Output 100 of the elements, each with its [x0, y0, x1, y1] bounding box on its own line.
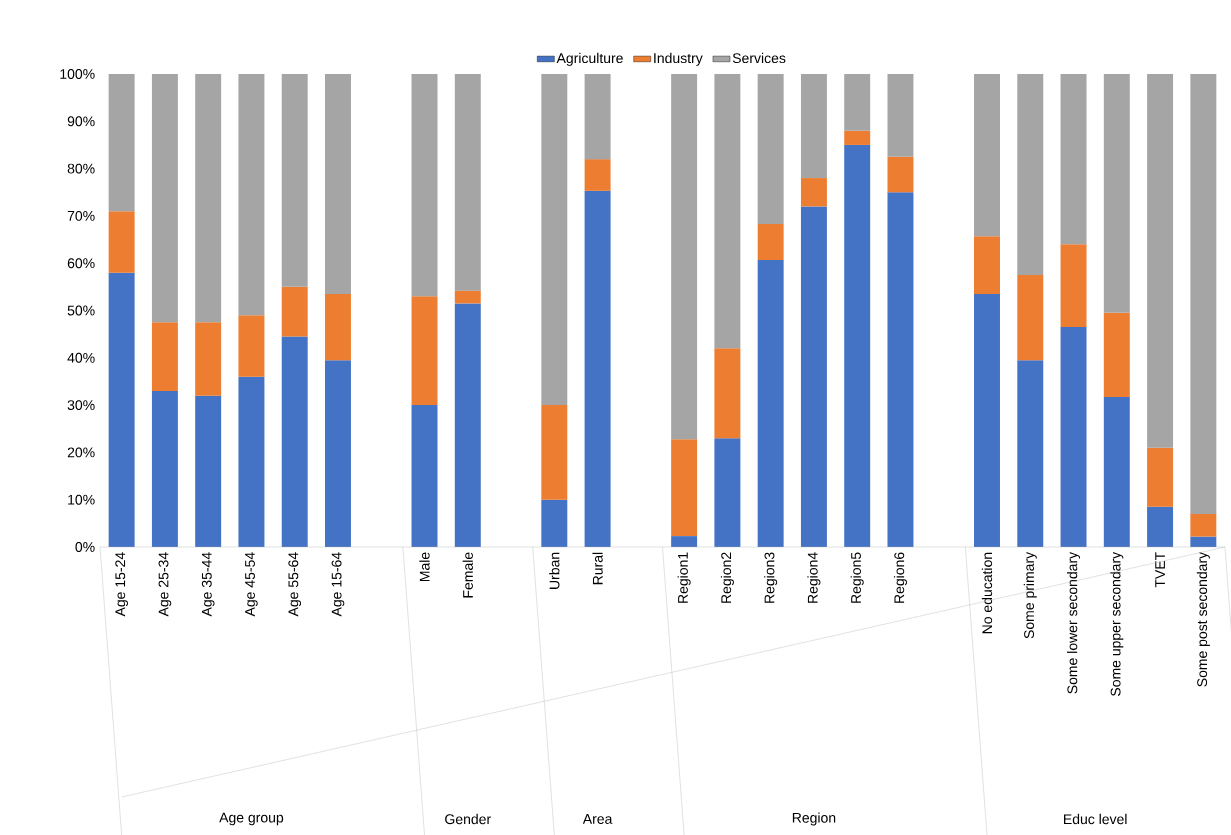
x-tick-label: Some lower secondary: [1067, 551, 1081, 694]
bar: [325, 74, 351, 294]
bar: [281, 74, 308, 287]
x-tick-label: Region1: [677, 552, 691, 603]
x-tick-label: Age 25-34: [158, 552, 172, 617]
bar: [238, 376, 265, 547]
x-tick-label: Some upper secondary: [1110, 551, 1124, 696]
bar: [757, 259, 784, 547]
y-tick-label: 0%: [75, 542, 95, 552]
y-tick-label: 60%: [67, 258, 95, 269]
y-tick-label: 100%: [60, 69, 95, 79]
y-tick-label: 10%: [68, 494, 95, 505]
text: Educ level: [1064, 813, 1127, 825]
bar: [1017, 360, 1044, 547]
bar: [584, 74, 611, 160]
bar: [1017, 275, 1044, 361]
x-tick-label: Region6: [893, 552, 907, 603]
bar: [195, 74, 222, 323]
x-tick-label: Age 15-24: [115, 552, 128, 617]
legend-label: Agriculture: [556, 52, 623, 66]
x-tick-label: Region3: [764, 552, 778, 603]
x-tick-label: Age 45-54: [245, 552, 258, 617]
bar: [757, 223, 784, 260]
bar: [541, 405, 568, 500]
bar: [195, 395, 222, 547]
bar: [454, 290, 481, 304]
bar: [1103, 74, 1130, 313]
bar: [151, 322, 178, 391]
x-tick-label: Some post secondary: [1196, 551, 1210, 687]
text: Age group: [219, 812, 284, 826]
bar: [238, 74, 265, 316]
bar: [974, 74, 1000, 237]
x-tick-label: Age 15-64: [331, 552, 345, 617]
bar: [1103, 312, 1130, 398]
x-tick-label: Rural: [592, 552, 603, 585]
bar: [454, 303, 481, 547]
bar: [1190, 513, 1217, 537]
bar: [800, 178, 827, 207]
bar: [411, 405, 438, 547]
text: Area: [582, 814, 613, 824]
bar: [1147, 74, 1174, 448]
bar: [151, 74, 178, 323]
x-tick-label: Urban: [549, 552, 560, 589]
bar: [108, 211, 135, 273]
legend-label: Industry: [654, 52, 703, 66]
bar: [714, 74, 741, 349]
bar: [195, 322, 222, 396]
bar: [1190, 74, 1217, 514]
bar: [1017, 74, 1044, 276]
text: Region: [792, 812, 836, 826]
bar: [844, 74, 871, 131]
y-tick-label: 90%: [67, 116, 95, 127]
text: Gender: [445, 813, 491, 825]
bar: [281, 336, 308, 547]
bar: [800, 206, 827, 547]
bar: [325, 360, 351, 547]
bar: [151, 390, 178, 547]
bar: [974, 236, 1000, 294]
x-tick-label: Female: [462, 552, 473, 598]
x-tick-label: Age 55-64: [288, 552, 302, 617]
bar: [411, 74, 438, 297]
x-tick-label: Age 35-44: [201, 552, 215, 617]
bar: [844, 130, 871, 145]
bar: [757, 74, 784, 224]
bar: [671, 74, 698, 440]
bar: [887, 192, 914, 547]
legend-label: Services: [732, 52, 786, 64]
y-tick-label: 70%: [67, 210, 95, 221]
bar: [974, 293, 1000, 547]
bar: [1103, 397, 1130, 547]
x-tick-label: Region5: [850, 552, 864, 603]
bar: [1060, 74, 1087, 245]
bar: [844, 144, 871, 547]
bar: [1060, 327, 1087, 547]
x-tick-label: No education: [981, 552, 993, 634]
bar: [714, 348, 741, 439]
bar: [887, 74, 914, 157]
bar: [325, 293, 351, 361]
x-tick-label: TVET: [1155, 552, 1165, 588]
bar: [584, 190, 611, 547]
bar: [1147, 506, 1174, 547]
bar: [454, 74, 481, 291]
y-tick-label: 80%: [67, 163, 95, 174]
y-tick-label: 20%: [67, 447, 95, 458]
bar: [411, 296, 438, 406]
bar: [800, 74, 827, 179]
bar: [1060, 244, 1087, 328]
x-tick-label: Region2: [720, 552, 734, 603]
y-tick-label: 40%: [67, 352, 95, 363]
bar: [887, 156, 914, 193]
bar: [714, 438, 741, 547]
bar: [238, 315, 265, 377]
bar: [281, 286, 308, 337]
bar: [671, 439, 698, 537]
bar: [1147, 447, 1174, 507]
x-tick-label: Some primary: [1023, 551, 1037, 639]
bar: [671, 536, 698, 547]
y-tick-label: 30%: [67, 400, 95, 411]
bar: [541, 499, 568, 547]
bar: [584, 159, 611, 191]
